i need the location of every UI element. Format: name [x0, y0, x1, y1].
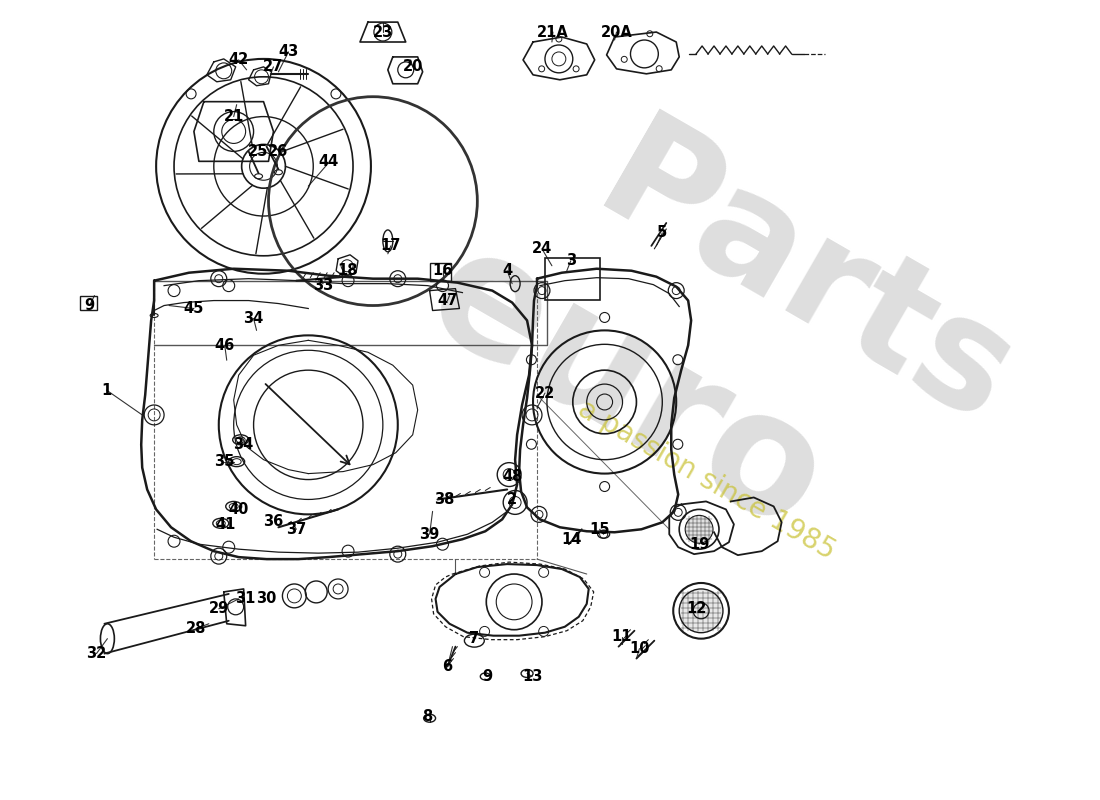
Text: 33: 33: [314, 278, 333, 293]
Text: 21: 21: [223, 109, 244, 124]
Circle shape: [679, 589, 723, 633]
Text: 12: 12: [686, 602, 706, 616]
Text: 46: 46: [214, 338, 235, 353]
Text: 15: 15: [590, 522, 609, 537]
Bar: [79, 295, 98, 310]
Text: 28: 28: [186, 622, 206, 636]
Text: 40: 40: [229, 502, 249, 517]
Text: 34: 34: [233, 438, 254, 452]
Text: 36: 36: [263, 514, 284, 529]
Text: euro: euro: [400, 213, 852, 568]
Text: 20: 20: [403, 59, 422, 74]
Text: 9: 9: [482, 669, 493, 684]
Text: 2: 2: [507, 492, 517, 507]
Bar: [544, 258, 600, 299]
Text: 23: 23: [373, 25, 393, 39]
Text: 8: 8: [422, 709, 432, 724]
Text: 13: 13: [521, 669, 542, 684]
Text: 5: 5: [657, 226, 668, 241]
Text: 37: 37: [286, 522, 307, 537]
Text: 9: 9: [85, 298, 95, 313]
Text: 43: 43: [278, 45, 298, 59]
Text: 3: 3: [565, 254, 576, 268]
Text: 31: 31: [235, 591, 256, 606]
Text: 25: 25: [249, 144, 268, 159]
Text: 29: 29: [209, 602, 229, 616]
Text: 19: 19: [689, 537, 710, 552]
Text: 20A: 20A: [601, 25, 632, 39]
Bar: [430, 262, 451, 281]
Text: 16: 16: [432, 263, 453, 278]
Text: 17: 17: [381, 238, 402, 254]
Circle shape: [685, 515, 713, 543]
Text: 44: 44: [318, 154, 339, 169]
Text: Parts: Parts: [573, 104, 1037, 458]
Text: 41: 41: [216, 517, 235, 532]
Text: 24: 24: [531, 242, 552, 256]
Text: 47: 47: [438, 293, 458, 308]
Text: 6: 6: [442, 659, 452, 674]
Text: 30: 30: [256, 591, 277, 606]
Text: 38: 38: [434, 492, 454, 507]
Text: 39: 39: [419, 526, 440, 542]
Text: 1: 1: [101, 382, 111, 398]
Text: 26: 26: [268, 144, 288, 159]
Text: 18: 18: [338, 263, 359, 278]
Text: 48: 48: [502, 469, 522, 484]
Text: 42: 42: [229, 52, 249, 67]
Text: a passion since 1985: a passion since 1985: [572, 394, 839, 565]
Text: 14: 14: [562, 532, 582, 546]
Text: 35: 35: [213, 454, 234, 469]
Text: 4: 4: [502, 263, 513, 278]
Text: 21A: 21A: [537, 25, 569, 39]
Text: 45: 45: [184, 301, 205, 316]
Text: 11: 11: [612, 629, 631, 644]
Text: 7: 7: [470, 631, 480, 646]
Text: 34: 34: [243, 311, 264, 326]
Text: 32: 32: [86, 646, 107, 661]
Text: 27: 27: [263, 59, 284, 74]
Text: 22: 22: [535, 386, 556, 401]
Text: 10: 10: [629, 641, 650, 656]
